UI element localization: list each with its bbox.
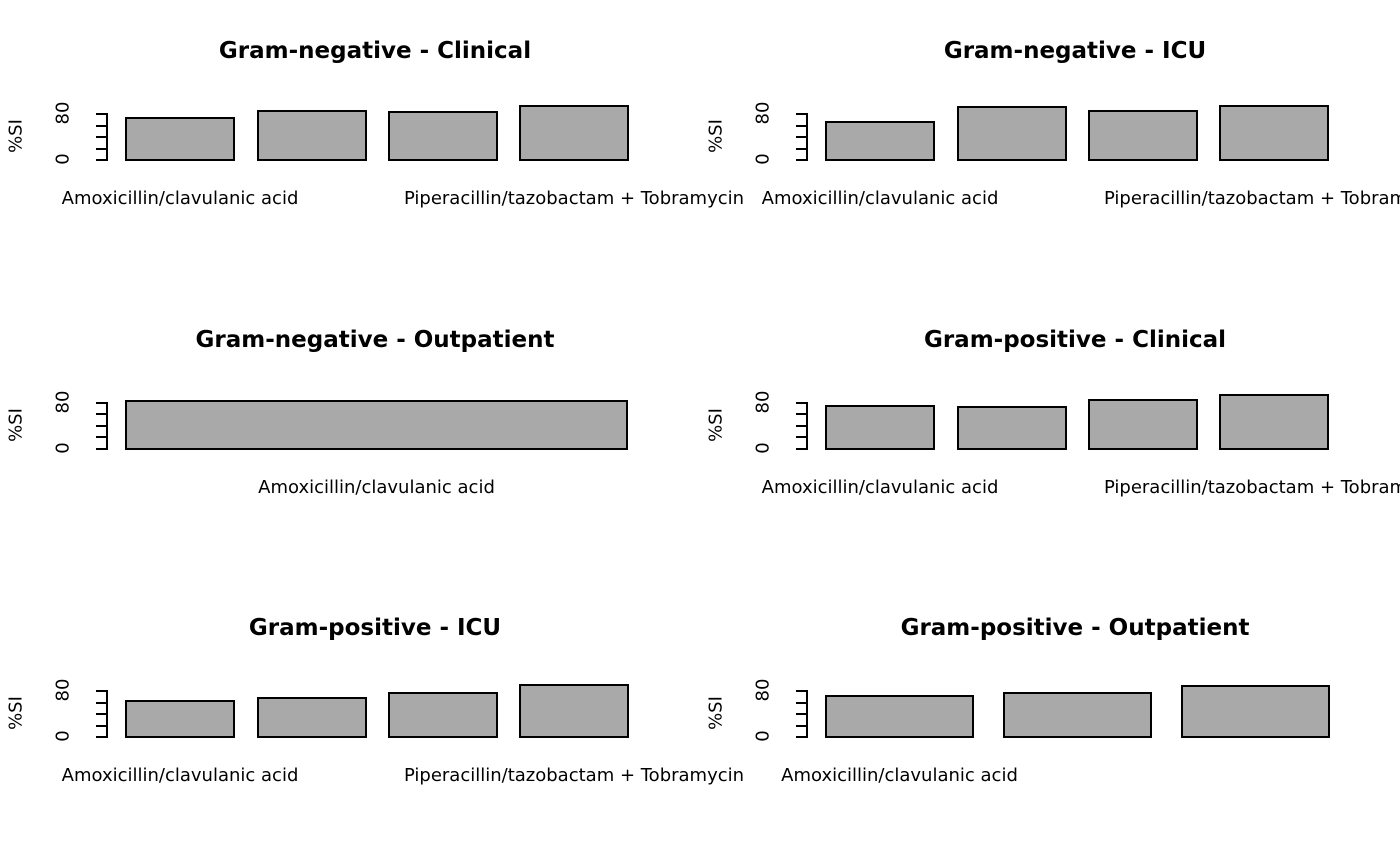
x-axis-label: Amoxicillin/clavulanic acid <box>761 188 999 209</box>
bar <box>1181 685 1330 739</box>
chart-panel: Gram-positive - Clinical %SI 0 80 Amoxicilli… <box>700 289 1400 578</box>
y-axis-tick <box>796 413 807 416</box>
y-axis-tick <box>96 736 107 739</box>
bar <box>1219 104 1329 161</box>
bar <box>957 106 1067 161</box>
x-axis-label: Amoxicillin/clavulanic acid <box>781 765 1018 787</box>
y-tick-label: 0 <box>752 441 774 454</box>
y-axis-title: %SI <box>705 407 727 442</box>
panel-title: Gram-positive - ICU <box>248 615 502 642</box>
y-axis-line <box>106 690 108 739</box>
panel-title: Gram-negative - Clinical <box>218 38 532 64</box>
y-axis-tick <box>96 159 107 161</box>
y-axis-tick <box>796 424 807 427</box>
chart-panel: Gram-positive - Outpatient %SI 0 80 Amoxicil… <box>700 577 1400 866</box>
y-tick-label: 80 <box>52 678 74 702</box>
bar <box>125 400 628 450</box>
bar <box>388 692 498 739</box>
bar <box>1088 399 1198 450</box>
y-axis-line <box>106 401 108 450</box>
chart-panel: Gram-negative - Outpatient %SI 0 80 Amoxicil… <box>0 289 700 578</box>
y-tick-label: 80 <box>752 678 774 702</box>
y-axis-tick <box>796 690 807 693</box>
x-axis-label: Piperacillin/tazobactam + Tobramycin <box>403 765 745 787</box>
y-axis-title: %SI <box>5 407 27 442</box>
y-tick-label: 0 <box>52 730 74 743</box>
bar <box>519 683 629 739</box>
y-axis-tick <box>96 447 107 450</box>
y-axis-line <box>106 113 108 161</box>
y-tick-label: 0 <box>52 153 74 165</box>
y-axis-tick <box>96 401 107 404</box>
bar <box>257 109 367 161</box>
chart-panel: Gram-negative - ICU %SI 0 80 Amoxicillin/cla… <box>700 0 1400 289</box>
y-axis-line <box>806 113 808 161</box>
chart-panel: Gram-negative - Clinical %SI 0 80 Amoxicilli… <box>0 0 745 289</box>
bar <box>1219 393 1329 450</box>
bar <box>957 405 1067 450</box>
y-axis-tick <box>796 124 807 127</box>
x-axis-label: Amoxicillin/clavulanic acid <box>761 476 999 498</box>
bar <box>1088 110 1198 161</box>
x-axis-label: Amoxicillin/clavulanic acid <box>61 765 299 787</box>
y-axis-line <box>806 690 808 739</box>
y-axis-tick <box>796 136 807 138</box>
x-axis-label: Amoxicillin/clavulanic acid <box>61 188 299 209</box>
x-axis-label: Piperacillin/tazobactam + Tobramycin <box>1103 188 1400 209</box>
panel-title: Gram-negative - ICU <box>943 38 1207 64</box>
bar <box>257 697 367 739</box>
y-axis-title: %SI <box>5 119 27 153</box>
panel-title: Gram-positive - Clinical <box>923 326 1227 353</box>
y-tick-label: 80 <box>752 101 774 125</box>
y-axis-tick <box>796 713 807 716</box>
chart-panel: Gram-positive - ICU %SI 0 80 Amoxicillin/cla… <box>0 577 745 866</box>
y-tick-label: 0 <box>752 730 774 743</box>
y-axis-title: %SI <box>705 696 727 731</box>
y-axis-tick <box>96 147 107 150</box>
x-axis-label: Piperacillin/tazobactam + Tobramycin <box>403 188 745 209</box>
y-axis-tick <box>96 701 107 704</box>
y-axis-tick <box>796 113 807 115</box>
y-axis-tick <box>96 724 107 727</box>
y-axis-title: %SI <box>705 119 727 153</box>
y-axis-tick <box>796 447 807 450</box>
panel-title: Gram-positive - Outpatient <box>900 615 1250 642</box>
y-axis-tick <box>796 736 807 739</box>
y-axis-line <box>806 401 808 450</box>
y-axis-tick <box>796 436 807 439</box>
bar <box>125 116 235 161</box>
y-axis-tick <box>796 724 807 727</box>
y-axis-tick <box>796 701 807 704</box>
bar <box>1003 692 1152 739</box>
y-axis-tick <box>96 713 107 716</box>
panel-title: Gram-negative - Outpatient <box>195 326 555 353</box>
y-tick-label: 0 <box>752 153 774 165</box>
bar <box>125 699 235 739</box>
y-tick-label: 0 <box>52 441 74 454</box>
y-axis-tick <box>96 124 107 127</box>
y-axis-tick <box>796 401 807 404</box>
y-tick-label: 80 <box>52 101 74 125</box>
bar <box>388 110 498 161</box>
y-tick-label: 80 <box>52 390 74 414</box>
bar <box>825 404 935 450</box>
bar <box>825 695 974 739</box>
bar <box>519 105 629 161</box>
y-axis-tick <box>796 147 807 150</box>
y-axis-tick <box>796 159 807 161</box>
y-tick-label: 80 <box>752 390 774 414</box>
y-axis-title: %SI <box>5 696 27 731</box>
y-axis-tick <box>96 436 107 439</box>
bar <box>825 120 935 161</box>
x-axis-label: Piperacillin/tazobactam + Tobramycin <box>1103 476 1400 498</box>
y-axis-tick <box>96 136 107 138</box>
y-axis-tick <box>96 113 107 115</box>
y-axis-tick <box>96 690 107 693</box>
y-axis-tick <box>96 413 107 416</box>
y-axis-tick <box>96 424 107 427</box>
x-axis-label: Amoxicillin/clavulanic acid <box>258 476 495 498</box>
